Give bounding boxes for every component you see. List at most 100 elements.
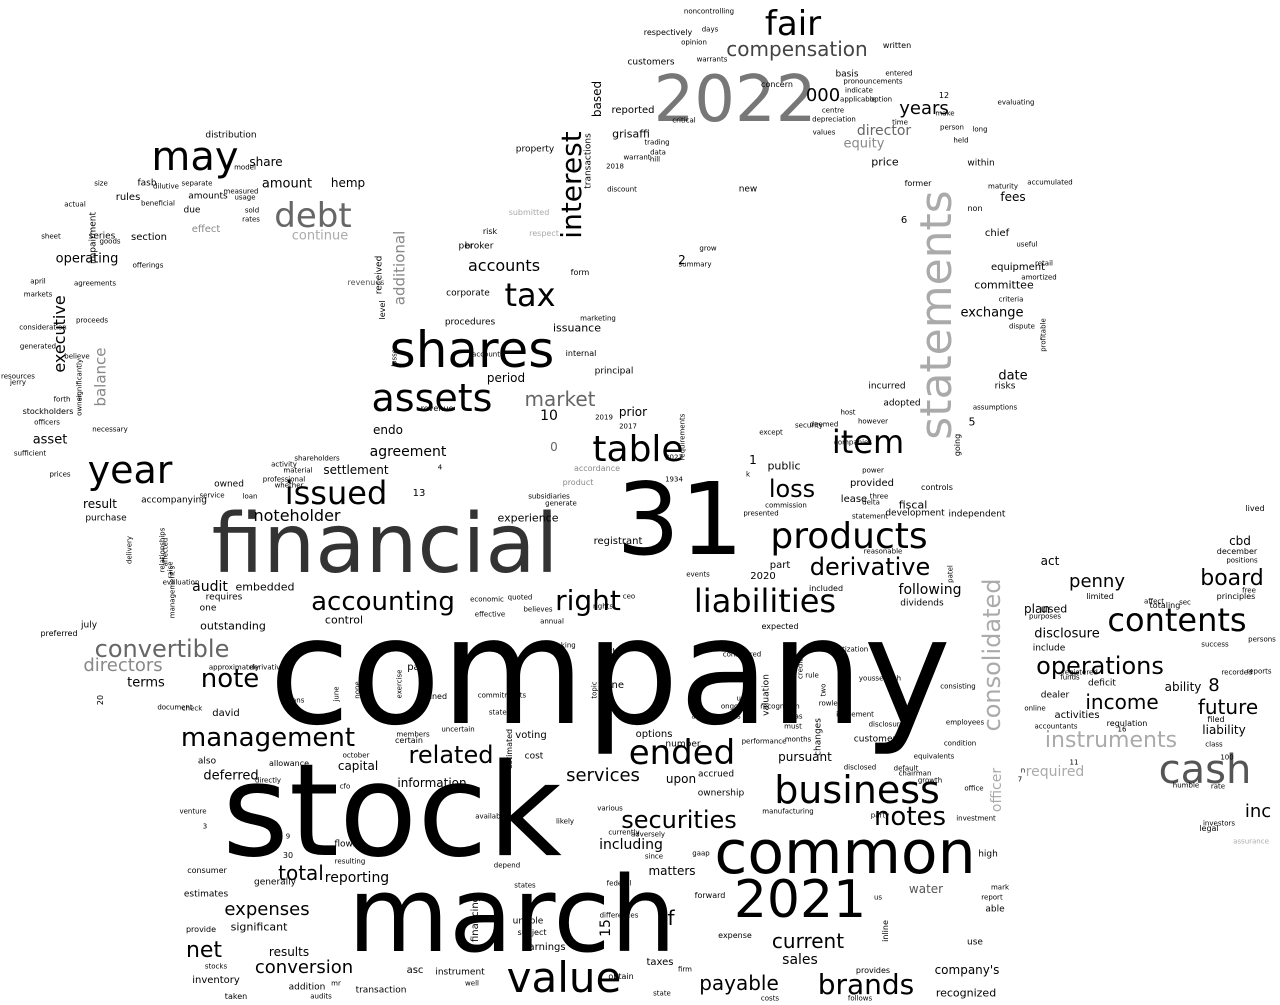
cloud-word: requires: [205, 592, 243, 603]
cloud-word: hill: [649, 155, 661, 164]
cloud-word: consolidated: [978, 578, 1006, 732]
cloud-word: rowlett: [818, 699, 844, 708]
cloud-word: payable: [699, 971, 779, 995]
cloud-word: 7: [1017, 775, 1023, 784]
cloud-word: director: [856, 123, 912, 139]
cloud-word: july: [80, 620, 98, 631]
cloud-word: forward: [694, 891, 726, 900]
cloud-word: obtain: [608, 972, 634, 981]
cloud-word: matters: [648, 864, 696, 878]
cloud-word: prior: [618, 405, 648, 419]
cloud-word: former: [904, 179, 932, 188]
cloud-word: inventory: [192, 975, 240, 986]
cloud-word: recorded: [1221, 668, 1253, 677]
cloud-word: limited: [1086, 592, 1114, 601]
cloud-word: goods: [99, 237, 121, 246]
cloud-word: settlement: [323, 463, 389, 477]
cloud-word: customers: [627, 57, 675, 68]
cloud-word: reports: [1246, 667, 1272, 676]
cloud-word: believes: [523, 605, 553, 614]
cloud-word: deferred: [203, 768, 259, 784]
cloud-word: statements: [911, 190, 962, 440]
cloud-word: effective: [474, 610, 506, 619]
cloud-word: chairman: [898, 769, 932, 778]
cloud-word: financial: [211, 497, 559, 592]
cloud-word: amortized: [1021, 273, 1057, 282]
cloud-word: regulation: [1106, 719, 1148, 728]
cloud-word: security: [795, 421, 823, 430]
cloud-word: proceeds: [75, 316, 109, 325]
cloud-word: revenues: [347, 278, 385, 287]
cloud-word: act: [1040, 554, 1060, 568]
cloud-word: principles: [1216, 592, 1256, 601]
cloud-word: depend: [493, 861, 521, 870]
cloud-word: date: [998, 368, 1028, 384]
cloud-word: person: [940, 123, 964, 132]
cloud-word: debt: [274, 196, 352, 236]
cloud-word: discount: [607, 185, 637, 194]
cloud-word: additional: [390, 230, 409, 306]
cloud-word: pursuant: [778, 750, 832, 764]
cloud-word: prices: [49, 470, 71, 479]
cloud-word: compensation: [726, 37, 868, 61]
cloud-word: delivery: [125, 535, 134, 565]
cloud-word: either: [602, 647, 626, 656]
cloud-word: shares: [389, 321, 555, 379]
cloud-word: uncertain: [441, 725, 475, 734]
cloud-word: material: [283, 466, 313, 475]
cloud-word: useful: [1016, 240, 1038, 249]
cloud-word: directly: [254, 776, 282, 785]
cloud-word: consisting: [940, 682, 976, 691]
cloud-word: accounting: [311, 587, 455, 617]
cloud-word: dealer: [1040, 690, 1070, 701]
cloud-word: necessary: [92, 425, 128, 434]
cloud-word: services: [566, 765, 640, 786]
cloud-word: tax: [504, 276, 556, 314]
cloud-word: issuance: [552, 321, 602, 335]
cloud-word: plan: [1024, 602, 1050, 616]
cloud-word: lived: [1245, 504, 1265, 513]
cloud-word: events: [686, 570, 710, 579]
cloud-word: also: [197, 756, 217, 767]
cloud-word: available: [475, 812, 507, 821]
cloud-word: accrued: [697, 769, 735, 780]
cloud-word: accounts: [467, 256, 541, 275]
cloud-word: service: [199, 491, 225, 500]
cloud-word: march: [347, 854, 677, 976]
cloud-word: committee: [974, 278, 1034, 292]
cloud-word: provided: [850, 478, 894, 489]
cloud-word: 2021: [733, 870, 867, 930]
cloud-word: may: [151, 134, 239, 180]
cloud-word: voting: [515, 730, 547, 741]
cloud-word: liabilities: [693, 582, 837, 620]
cloud-word: david: [212, 708, 240, 719]
cloud-word: currently: [608, 828, 640, 837]
cloud-word: cash: [1158, 747, 1252, 793]
cloud-word: rights: [592, 602, 614, 611]
cloud-word: stock: [222, 737, 562, 886]
cloud-word: officers: [34, 418, 60, 427]
cloud-word: consumer: [187, 866, 227, 875]
cloud-word: part: [769, 560, 791, 571]
cloud-word: total: [278, 861, 324, 885]
cloud-word: online: [1024, 704, 1046, 713]
cloud-word: 30: [282, 851, 294, 860]
cloud-word: name: [600, 680, 609, 700]
cloud-word: provide: [185, 925, 217, 934]
cloud-word: non: [967, 204, 983, 213]
cloud-word: 2020: [750, 571, 776, 582]
cloud-word: professional: [262, 475, 306, 484]
cloud-word: commission: [765, 501, 807, 510]
cloud-word: sales: [782, 952, 818, 968]
cloud-word: power: [862, 466, 884, 475]
cloud-word: agreements: [73, 279, 117, 288]
cloud-word: amounts: [188, 191, 228, 202]
cloud-word: commitments: [477, 691, 527, 700]
cloud-word: 16: [1117, 725, 1127, 734]
cloud-word: sold: [244, 206, 260, 215]
cloud-word: contents: [1107, 601, 1247, 639]
cloud-word: registrant: [593, 536, 643, 547]
cloud-word: 4: [437, 463, 443, 472]
cloud-word: liability: [1202, 723, 1246, 737]
cloud-word: must: [784, 722, 802, 731]
